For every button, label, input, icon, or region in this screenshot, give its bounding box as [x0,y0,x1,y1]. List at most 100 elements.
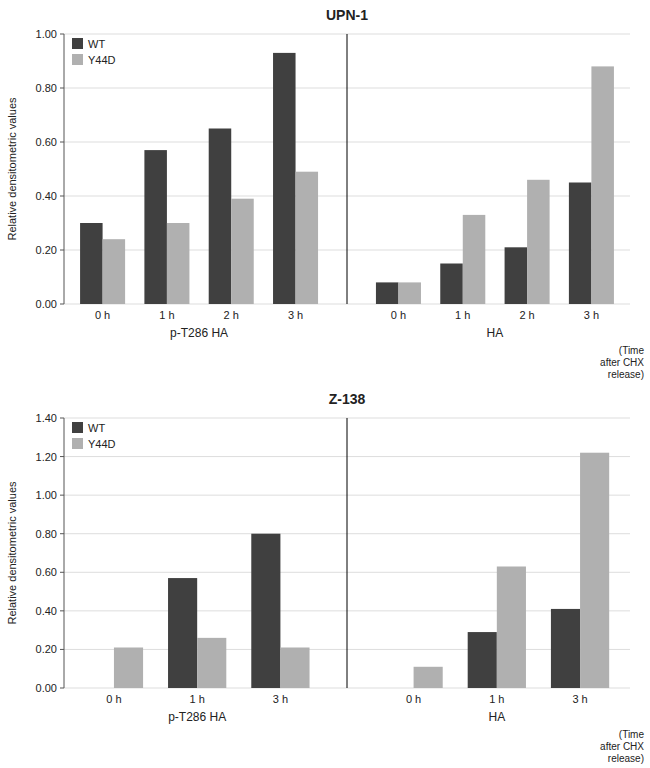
bar [197,638,226,688]
tick-label: 0 h [106,693,121,705]
bar [551,609,580,688]
legend-label: Y44D [88,54,116,66]
tick-label: 1.00 [36,28,57,40]
tick-label: 0.00 [36,298,57,310]
tick-label: 1 h [489,693,504,705]
legend-label: WT [88,422,105,434]
tick-mark [60,572,64,573]
tick-label: 3 h [584,309,599,321]
tick-mark [60,610,64,611]
bar [398,282,421,304]
axis-label: (Timeafter CHXrelease) [600,345,644,380]
bar [85,688,114,689]
axis-label-line: (Time [619,729,645,740]
group-divider [347,34,348,304]
bar [251,534,280,688]
tick-label: 0.40 [36,190,57,202]
tick-label: 0.80 [36,528,57,540]
bar [209,129,232,305]
tick-mark [60,533,64,534]
legend-swatch [72,422,83,433]
bar [580,453,609,688]
axis-label-line: release) [608,369,644,380]
tick-mark [60,250,64,251]
bar [468,632,497,688]
legend-label: Y44D [88,438,116,450]
bar [144,150,167,304]
tick-mark [60,196,64,197]
bar [167,223,190,304]
tick-label: 1 h [159,309,174,321]
bar [103,239,126,304]
bar [296,172,319,304]
legend-label: WT [88,38,105,50]
bar [527,180,550,304]
tick-label: 0.60 [36,136,57,148]
tick-label: 0 h [406,693,421,705]
bars [114,453,609,688]
tick-label: 1.40 [36,412,57,424]
tick-label: 2 h [519,309,534,321]
group-divider [347,418,348,688]
bar [280,648,309,689]
axis-label-line: release) [608,753,644,764]
bar [114,648,143,689]
tick-label: 0.20 [36,244,57,256]
tick-label: 0 h [391,309,406,321]
group-label: p-T286 HA [170,326,228,340]
axis-label: Relative densitometric values [6,97,18,241]
tick-mark [60,495,64,496]
axis-line [64,34,65,304]
tick-label: 3 h [273,693,288,705]
tick-mark [60,304,64,305]
tick-mark [60,456,64,457]
title: Z-138 [329,391,366,407]
tick-label: 0.80 [36,82,57,94]
bar [414,667,443,688]
bar [231,199,254,304]
bar [463,215,486,304]
tick-label: 0 h [95,309,110,321]
bar [440,264,463,305]
axis-label: Relative densitometric values [6,481,18,625]
tick-mark [60,34,64,35]
bar [168,578,197,688]
axis-label-line: after CHX [600,357,644,368]
tick-mark [60,418,64,419]
group-label: p-T286 HA [168,710,226,724]
tick-label: 2 h [224,309,239,321]
chart: Z-1380.000.200.400.600.801.001.201.40Rel… [0,384,650,768]
bar [376,282,399,304]
tick-label: 0.40 [36,605,57,617]
tick-label: 3 h [572,693,587,705]
bar [497,567,526,689]
group-label: HA [488,710,505,724]
title: UPN-1 [326,7,368,23]
tick-mark [60,88,64,89]
bar [273,53,296,304]
tick-label: 1.20 [36,451,57,463]
tick-label: 1 h [190,693,205,705]
tick-label: 0.60 [36,566,57,578]
chart: UPN-1 0.00 0.20 0.40 0.60 0.80 1.00 Relative de… [0,0,650,384]
tick-label: 1 h [455,309,470,321]
bar [80,223,103,304]
legend: WT Y44D [72,422,116,450]
legend-swatch [72,438,83,449]
axis-label: (Timeafter CHXrelease) [600,729,644,764]
axis-label-line: after CHX [600,741,644,752]
figure: UPN-1 0.00 0.20 0.40 0.60 0.80 1.00 Relative de… [0,0,650,768]
axis-label-line: (Time [619,345,645,356]
legend-swatch [72,54,83,65]
tick-mark [60,688,64,689]
bars [80,53,614,304]
bar [591,66,614,304]
tick-mark [60,142,64,143]
bar [505,247,528,304]
bar [384,688,413,689]
legend-swatch [72,38,83,49]
bar [569,183,592,305]
group-label: HA [487,326,504,340]
legend: WT Y44D [72,38,116,66]
tick-label: 0.00 [36,682,57,694]
